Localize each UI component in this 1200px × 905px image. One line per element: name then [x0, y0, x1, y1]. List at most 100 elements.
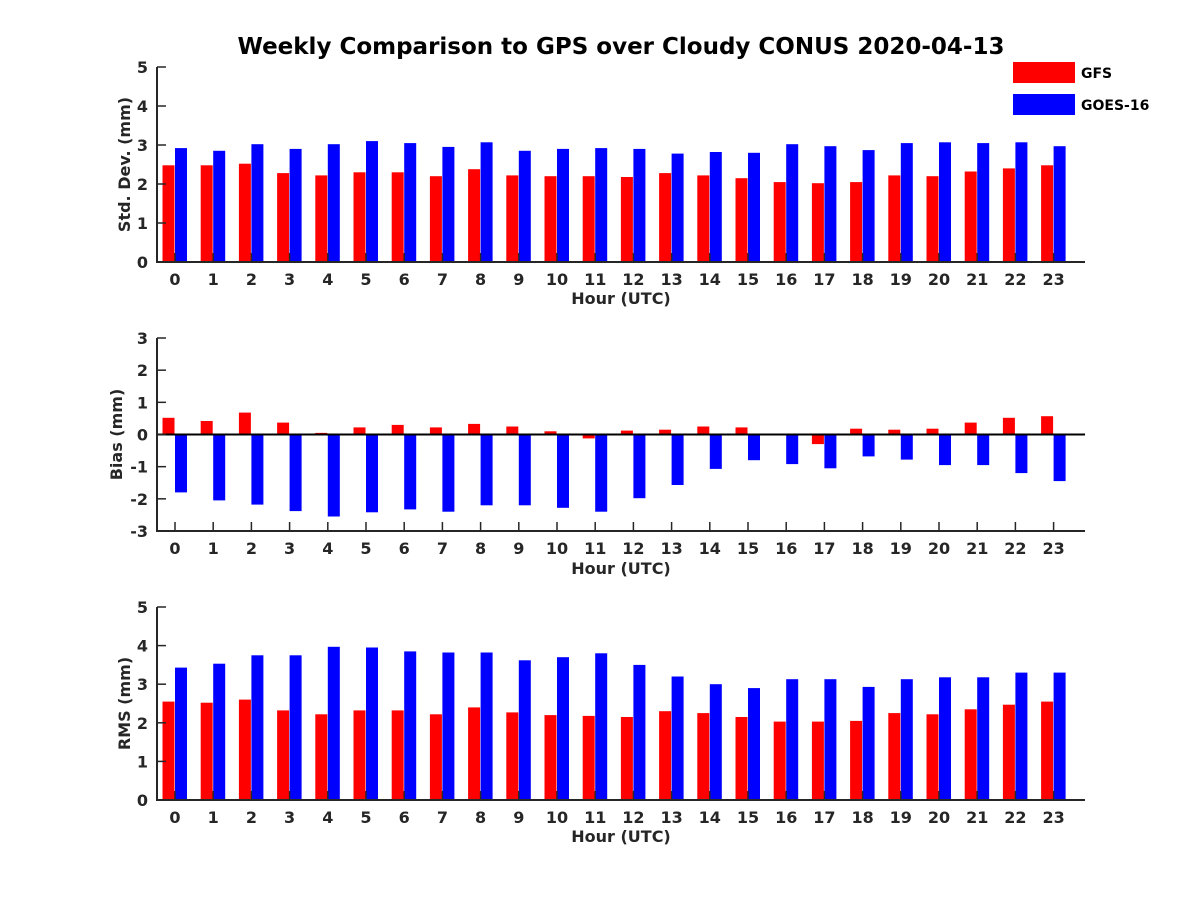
x-tick-label-std-dev: 12 [622, 270, 644, 289]
bar-rms-goes-16-16 [786, 679, 799, 800]
y-tick-label-std-dev: 5 [137, 58, 148, 77]
bar-bias-goes-16-3 [289, 434, 302, 512]
bar-rms-goes-16-12 [633, 664, 646, 800]
legend-swatch-gfs [1013, 62, 1075, 83]
bar-rms-goes-16-4 [327, 646, 340, 800]
bar-bias-goes-16-8 [480, 434, 493, 506]
x-tick-label-bias: 15 [737, 539, 759, 558]
bar-rms-gfs-4 [315, 714, 328, 800]
bar-bias-gfs-13 [659, 429, 672, 435]
bar-rms-goes-16-7 [442, 652, 455, 800]
x-tick-label-std-dev: 2 [246, 270, 257, 289]
x-tick-label-bias: 22 [1004, 539, 1026, 558]
x-tick-label-std-dev: 8 [475, 270, 486, 289]
x-tick-label-rms: 14 [699, 808, 721, 827]
bar-std-dev-goes-16-2 [251, 144, 264, 262]
bar-std-dev-gfs-14 [697, 175, 710, 262]
bar-bias-gfs-7 [429, 427, 442, 435]
bar-rms-goes-16-6 [404, 651, 417, 800]
bar-rms-goes-16-14 [709, 684, 722, 800]
bar-std-dev-goes-16-22 [1015, 142, 1028, 262]
bar-std-dev-goes-16-14 [709, 152, 722, 262]
bar-std-dev-gfs-18 [850, 182, 863, 262]
y-tick-label-bias: -3 [130, 522, 148, 541]
bar-rms-goes-16-21 [977, 677, 990, 800]
x-tick-label-std-dev: 0 [169, 270, 180, 289]
x-tick-label-rms: 17 [813, 808, 835, 827]
legend: GFS GOES-16 [1013, 62, 1149, 115]
x-tick-label-std-dev: 20 [928, 270, 950, 289]
x-tick-label-rms: 7 [437, 808, 448, 827]
bar-std-dev-gfs-8 [468, 169, 481, 262]
bar-bias-goes-16-1 [213, 434, 226, 501]
y-tick-label-bias: 1 [137, 393, 148, 412]
bar-bias-goes-16-0 [175, 434, 187, 493]
y-tick-label-rms: 5 [137, 598, 148, 617]
x-tick-label-rms: 3 [284, 808, 295, 827]
x-tick-label-rms: 0 [169, 808, 180, 827]
y-tick-label-rms: 3 [137, 675, 148, 694]
x-tick-label-bias: 10 [546, 539, 568, 558]
x-tick-label-std-dev: 7 [437, 270, 448, 289]
bar-std-dev-gfs-2 [238, 163, 251, 262]
bar-std-dev-gfs-9 [506, 175, 519, 262]
x-tick-label-bias: 19 [890, 539, 912, 558]
bar-bias-goes-16-19 [900, 434, 913, 460]
bar-std-dev-goes-16-6 [404, 143, 417, 262]
bar-rms-gfs-11 [582, 715, 595, 800]
x-tick-label-std-dev: 23 [1042, 270, 1064, 289]
y-tick-label-bias: -1 [130, 458, 148, 477]
x-tick-label-rms: 9 [513, 808, 524, 827]
bar-rms-goes-16-19 [900, 679, 913, 800]
bar-std-dev-goes-16-17 [824, 146, 837, 262]
x-tick-label-bias: 12 [622, 539, 644, 558]
y-tick-label-std-dev: 0 [137, 253, 148, 272]
x-tick-label-rms: 23 [1042, 808, 1064, 827]
x-tick-label-rms: 15 [737, 808, 759, 827]
bar-rms-gfs-8 [468, 707, 481, 800]
y-axis-label-std-dev: Std. Dev. (mm) [115, 97, 134, 232]
x-axis-label-std-dev: Hour (UTC) [571, 289, 671, 308]
x-tick-label-rms: 1 [208, 808, 219, 827]
bar-bias-gfs-19 [888, 429, 901, 435]
x-tick-label-bias: 1 [208, 539, 219, 558]
bar-bias-goes-16-6 [404, 434, 417, 510]
x-tick-label-std-dev: 6 [399, 270, 410, 289]
bar-std-dev-gfs-22 [1002, 168, 1015, 262]
bar-std-dev-goes-16-20 [939, 142, 951, 262]
bar-std-dev-goes-16-8 [480, 142, 493, 262]
bar-std-dev-gfs-10 [544, 176, 557, 262]
legend-label-goes-16: GOES-16 [1081, 98, 1149, 114]
bar-std-dev-gfs-16 [773, 182, 786, 262]
x-tick-label-std-dev: 21 [966, 270, 988, 289]
bar-std-dev-gfs-7 [429, 176, 442, 262]
bar-std-dev-gfs-3 [277, 173, 290, 262]
bar-bias-goes-16-10 [557, 434, 569, 508]
x-axis-label-bias: Hour (UTC) [571, 559, 671, 578]
bar-std-dev-goes-16-21 [977, 143, 990, 262]
x-tick-label-rms: 18 [851, 808, 873, 827]
legend-swatch-goes-16 [1013, 94, 1075, 115]
bar-rms-goes-16-8 [480, 652, 493, 800]
bar-rms-gfs-6 [391, 710, 404, 800]
x-tick-label-std-dev: 10 [546, 270, 568, 289]
x-tick-label-rms: 16 [775, 808, 797, 827]
x-tick-label-bias: 16 [775, 539, 797, 558]
x-tick-label-std-dev: 5 [360, 270, 371, 289]
bar-bias-gfs-22 [1002, 417, 1015, 435]
bar-rms-goes-16-23 [1053, 672, 1066, 800]
bar-rms-goes-16-9 [518, 660, 531, 800]
x-tick-label-rms: 11 [584, 808, 606, 827]
bar-std-dev-goes-16-10 [557, 148, 569, 262]
bar-rms-gfs-1 [200, 702, 213, 800]
x-tick-label-bias: 0 [169, 539, 180, 558]
y-tick-label-bias: 3 [137, 329, 148, 348]
y-tick-label-std-dev: 4 [137, 97, 148, 116]
bar-bias-gfs-12 [620, 430, 633, 435]
bar-rms-gfs-19 [888, 713, 901, 800]
bar-std-dev-gfs-12 [620, 177, 633, 262]
x-tick-label-rms: 8 [475, 808, 486, 827]
x-tick-label-std-dev: 19 [890, 270, 912, 289]
